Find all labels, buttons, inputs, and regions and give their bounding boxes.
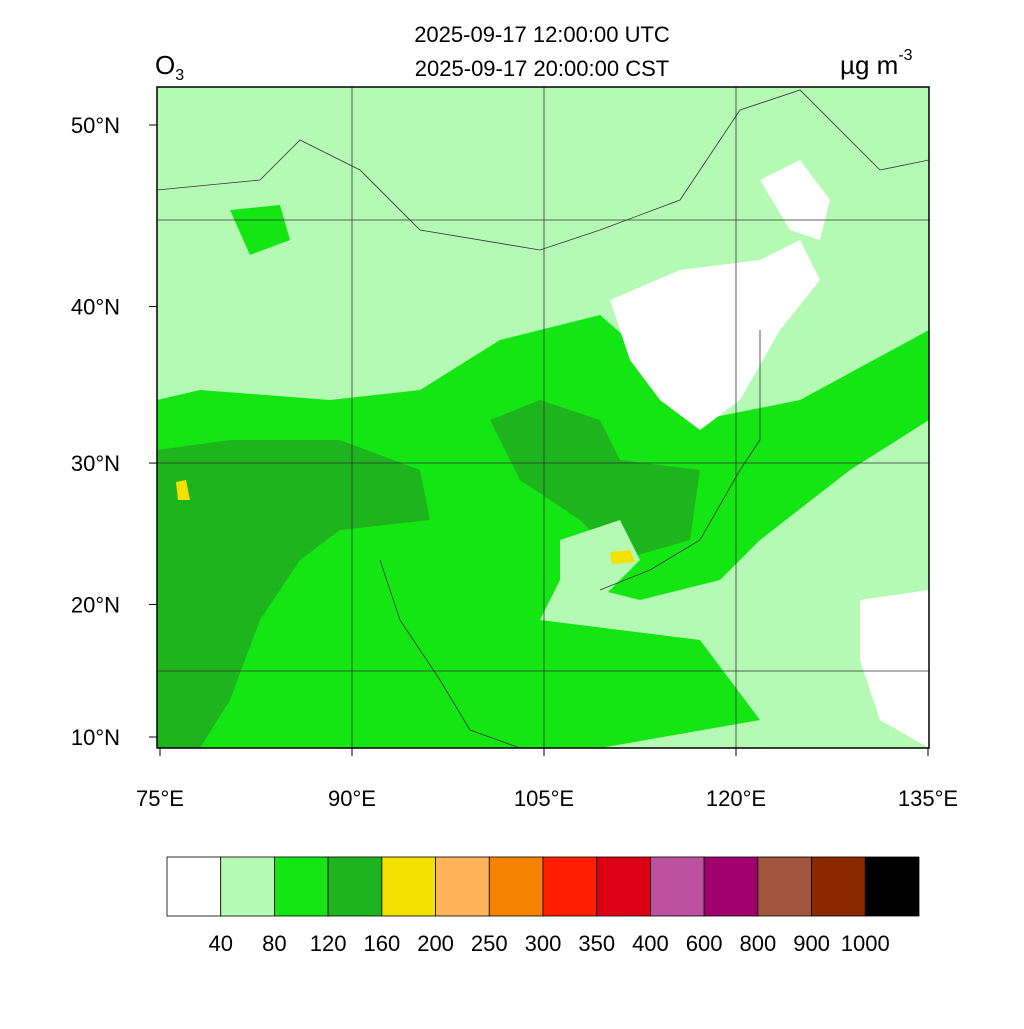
colorbar-box [757,856,812,917]
colorbar-box [327,856,383,917]
colorbar-label: 800 [739,931,776,956]
colorbar-label: 350 [578,931,615,956]
colorbar-label: 300 [525,931,562,956]
lon-tick-label: 105°E [514,786,574,811]
variable-label: O3 [155,50,184,84]
colorbar-label: 1000 [841,931,890,956]
colorbar-box [220,856,275,917]
colorbar-box [381,856,436,917]
units-text: µg m [840,50,898,80]
colorbar-box [542,856,598,917]
map-field [157,87,929,748]
colorbar-label: 400 [632,931,669,956]
title-line: 2025-09-17 20:00:00 CST [415,56,669,81]
colorbar-box [811,856,866,917]
colorbar-box [596,856,651,917]
colorbar-label: 80 [262,931,286,956]
lon-tick-label: 135°E [898,786,958,811]
colorbar-label: 900 [793,931,830,956]
lat-tick-label: 30°N [71,451,120,476]
title-line: 2025-09-17 12:00:00 UTC [414,22,670,47]
colorbar-label: 120 [310,931,347,956]
lat-tick-label: 10°N [71,725,120,750]
variable-symbol: O [155,50,175,80]
colorbar-box [166,856,222,917]
lon-tick-label: 120°E [706,786,766,811]
units-superscript: -3 [898,47,912,64]
map-frame [156,86,930,749]
colorbar-label: 250 [471,931,508,956]
colorbar-box [435,856,490,917]
lat-tick-label: 40°N [71,295,120,320]
colorbar-label: 40 [208,931,232,956]
colorbar-box [864,856,920,917]
colorbar-box [274,856,329,917]
units-label: µg m-3 [840,47,913,80]
colorbar-label: 200 [417,931,454,956]
variable-subscript: 3 [175,67,184,84]
lon-tick-label: 75°E [136,786,184,811]
lon-tick-label: 90°E [328,786,376,811]
colorbar-box [650,856,705,917]
lat-tick-label: 50°N [71,113,120,138]
colorbar-box [703,856,759,917]
colorbar-label: 600 [686,931,723,956]
colorbar-label: 160 [363,931,400,956]
colorbar-box [488,856,544,917]
lat-tick-label: 20°N [71,592,120,617]
